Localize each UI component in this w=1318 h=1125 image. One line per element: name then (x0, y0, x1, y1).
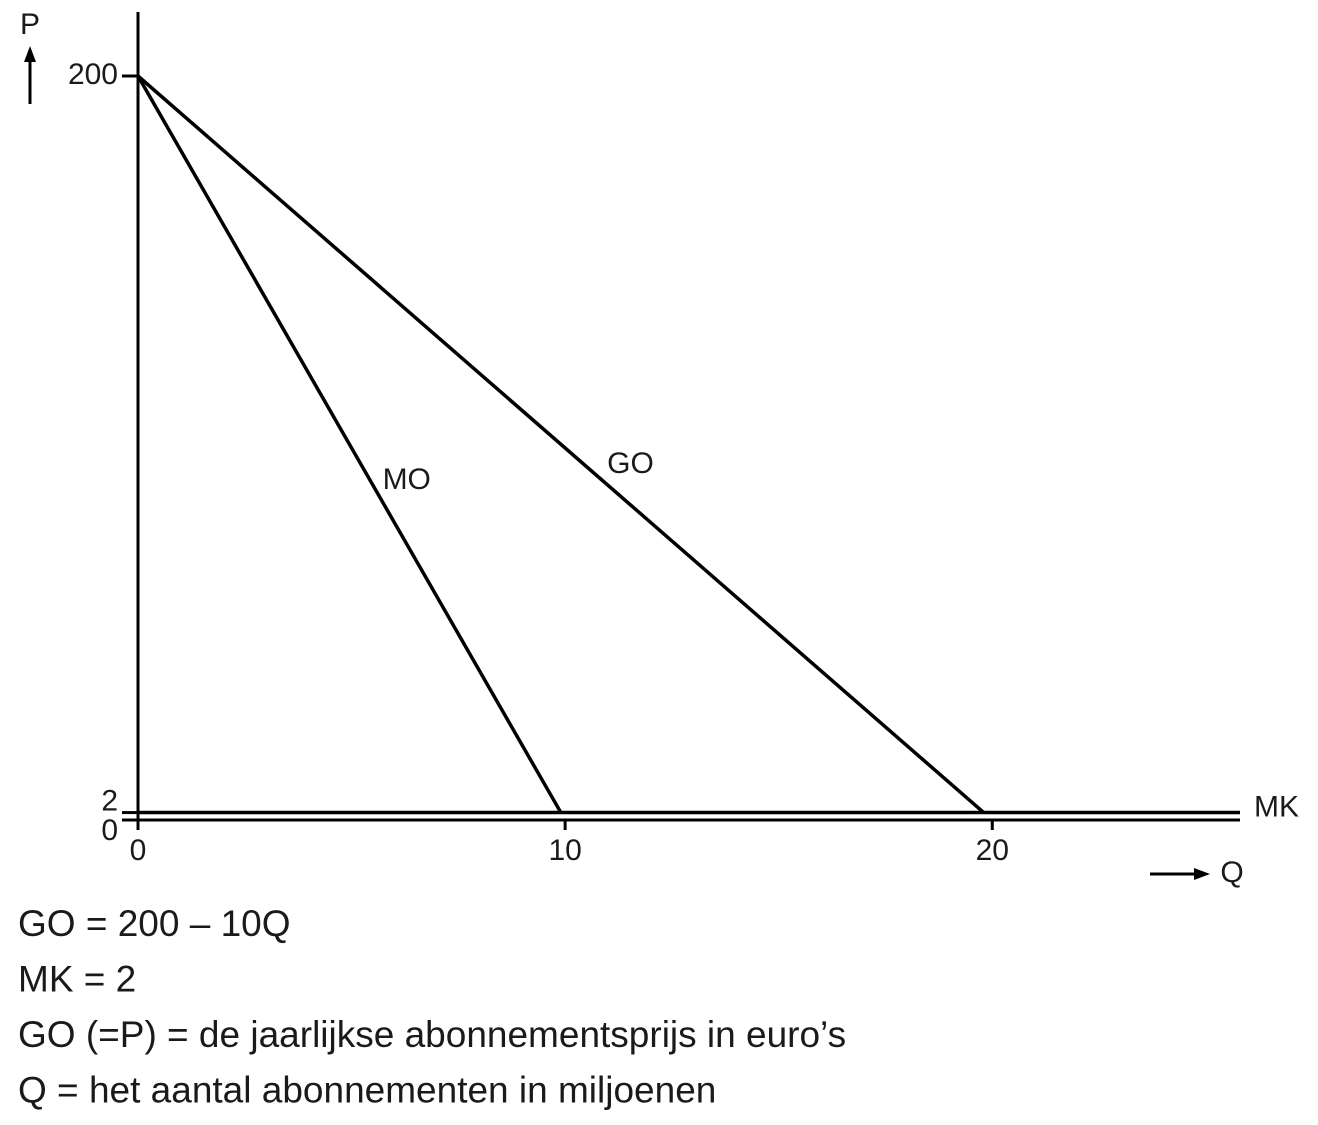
y-tick-label: 200 (68, 58, 118, 91)
x-tick-label: 20 (976, 834, 1009, 867)
y-tick-label: 0 (101, 814, 118, 847)
note: GO (=P) = de jaarlijkse abonnementsprijs… (18, 1014, 846, 1055)
note: GO = 200 – 10Q (18, 903, 291, 944)
line-label: GO (607, 447, 654, 480)
line (136, 75, 563, 814)
notes: GO = 200 – 10Q MK = 2 GO (=P) = de jaarlij… (18, 903, 846, 1111)
line-label: MK (1254, 790, 1299, 823)
line-label: MO (383, 463, 431, 496)
x-arrow-head (1194, 868, 1210, 880)
line (136, 74, 985, 814)
note: MK = 2 (18, 958, 136, 999)
y-tick-label: 2 (101, 784, 118, 817)
x-tick-label: 0 (130, 834, 147, 867)
x-tick-label: 10 (548, 834, 581, 867)
y-arrow-head (24, 46, 36, 62)
y-axis-label: P (20, 8, 40, 41)
note: Q = het aantal abonnementen in miljoenen (18, 1069, 716, 1110)
x-axis-label: Q (1220, 856, 1243, 889)
